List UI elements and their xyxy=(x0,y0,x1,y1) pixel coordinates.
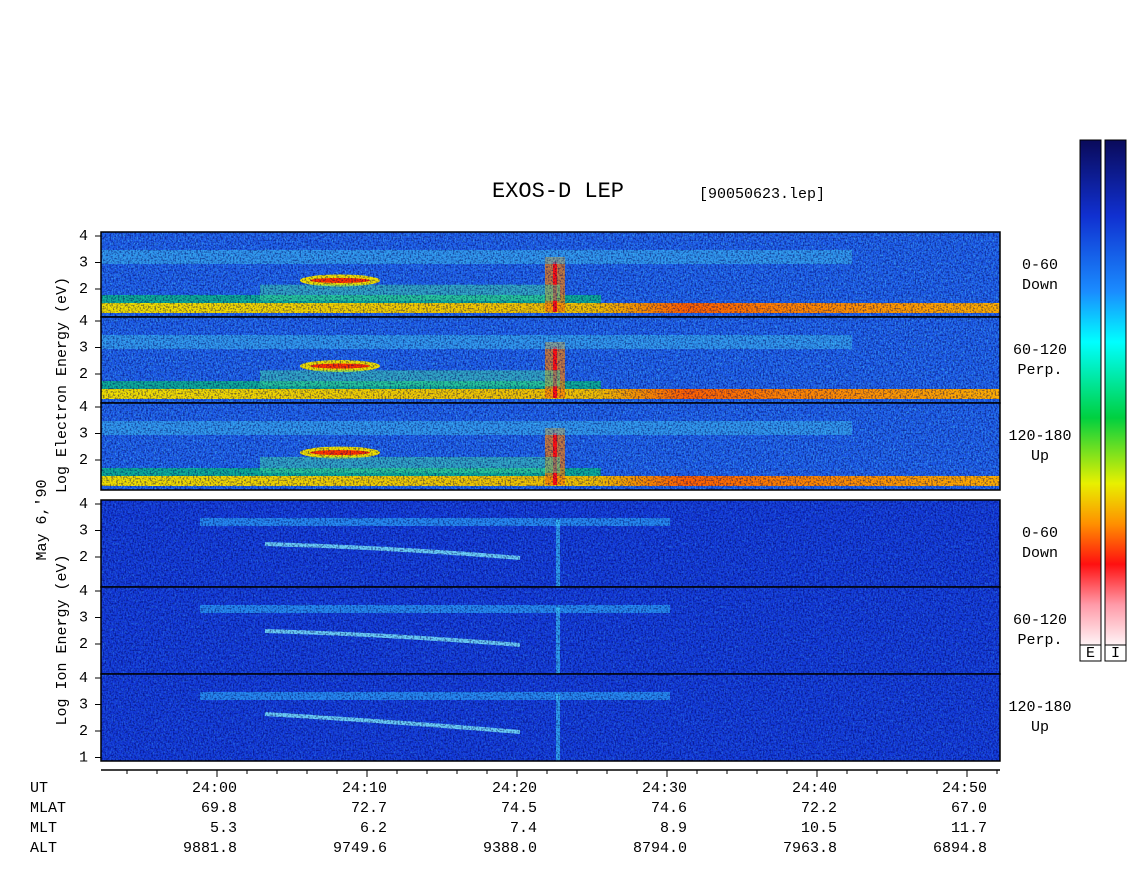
row-value: 7963.8 xyxy=(783,840,837,857)
y-tick-label: 3 xyxy=(79,609,88,626)
panel-label: 120-180 xyxy=(1008,428,1071,445)
electron-axis-label: Log Electron Energy (eV) xyxy=(54,277,71,493)
spectrogram-dots xyxy=(101,674,1000,761)
y-tick-label: 4 xyxy=(79,313,88,330)
panel-sublabel: Down xyxy=(1022,277,1058,294)
panel-label: 120-180 xyxy=(1008,699,1071,716)
spectrogram-panel: 4 3 2 60-120 Perp. xyxy=(79,583,1067,675)
y-tick-label: 2 xyxy=(79,636,88,653)
row-value: 6.2 xyxy=(360,820,387,837)
colorbar xyxy=(1079,139,1102,646)
time-axis: UT 24:00 24:10 24:20 24:30 24:40 24:50 MLAT 69.8… xyxy=(30,769,1000,857)
spectrogram-dots xyxy=(101,317,1000,403)
colorbar-label: I xyxy=(1111,645,1120,662)
row-name: MLAT xyxy=(30,800,66,817)
colorbar-label-box xyxy=(1079,644,1102,662)
panel-label: 0-60 xyxy=(1022,257,1058,274)
panels: 4 3 2 0-60 Down 4 3 2 60-120 Perp. 4 3 2 120-180 Up 4 3 2… xyxy=(79,228,1072,767)
spectrogram-dots xyxy=(101,403,1000,490)
colorbar-label: E xyxy=(1086,645,1095,662)
row-value: 10.5 xyxy=(801,820,837,837)
panel-sublabel: Perp. xyxy=(1017,632,1062,649)
row-value: 8794.0 xyxy=(633,840,687,857)
row-value: 72.2 xyxy=(801,800,837,817)
row-value: 7.4 xyxy=(510,820,537,837)
y-tick-label: 2 xyxy=(79,452,88,469)
spectrogram-dots xyxy=(101,500,1000,587)
panel-frame xyxy=(100,402,1001,491)
row-value: 74.6 xyxy=(651,800,687,817)
spectrogram-panel: 4 3 2 120-180 Up xyxy=(79,399,1072,491)
title: EXOS-D LEP xyxy=(492,179,624,204)
panel-sublabel: Up xyxy=(1031,719,1049,736)
row-value: 8.9 xyxy=(660,820,687,837)
spectrogram-panel: 4 3 2 0-60 Down xyxy=(79,228,1058,318)
spectrogram-panel: 4 3 2 1 120-180 Up xyxy=(79,670,1072,767)
panel-label: 60-120 xyxy=(1013,342,1067,359)
panel-sublabel: Down xyxy=(1022,545,1058,562)
row-value: 6894.8 xyxy=(933,840,987,857)
row-value: 24:30 xyxy=(642,780,687,797)
row-value: 74.5 xyxy=(501,800,537,817)
file-name: [90050623.lep] xyxy=(699,186,825,203)
row-value: 24:00 xyxy=(192,780,237,797)
row-value: 24:40 xyxy=(792,780,837,797)
row-value: 24:20 xyxy=(492,780,537,797)
spectrogram-panel: 4 3 2 0-60 Down xyxy=(79,496,1058,588)
panel-label: 60-120 xyxy=(1013,612,1067,629)
colorbar xyxy=(1104,139,1127,646)
y-tick-label: 4 xyxy=(79,496,88,513)
y-tick-label: 2 xyxy=(79,281,88,298)
row-name: ALT xyxy=(30,840,57,857)
y-tick-label: 3 xyxy=(79,522,88,539)
date-label: May 6,'90 xyxy=(34,479,51,560)
row-value: 67.0 xyxy=(951,800,987,817)
y-tick-label: 3 xyxy=(79,425,88,442)
y-tick-label: 3 xyxy=(79,254,88,271)
y-tick-label: 4 xyxy=(79,583,88,600)
colorbar-label-box xyxy=(1104,644,1127,662)
panel-label: 0-60 xyxy=(1022,525,1058,542)
panel-sublabel: Up xyxy=(1031,448,1049,465)
row-value: 9749.6 xyxy=(333,840,387,857)
spectrogram-dots xyxy=(101,587,1000,674)
y-tick-label: 4 xyxy=(79,670,88,687)
row-value: 24:10 xyxy=(342,780,387,797)
row-value: 11.7 xyxy=(951,820,987,837)
panel-sublabel: Perp. xyxy=(1017,362,1062,379)
y-tick-label: 1 xyxy=(79,749,88,766)
panel-frame xyxy=(100,673,1001,762)
row-name: MLT xyxy=(30,820,57,837)
spectrogram-dots xyxy=(101,232,1000,317)
row-value: 9881.8 xyxy=(183,840,237,857)
row-name: UT xyxy=(30,780,48,797)
row-value: 9388.0 xyxy=(483,840,537,857)
row-value: 69.8 xyxy=(201,800,237,817)
y-tick-label: 3 xyxy=(79,696,88,713)
ion-axis-label: Log Ion Energy (eV) xyxy=(54,554,71,725)
y-tick-label: 3 xyxy=(79,339,88,356)
row-value: 5.3 xyxy=(210,820,237,837)
y-tick-label: 4 xyxy=(79,399,88,416)
y-tick-label: 2 xyxy=(79,366,88,383)
y-tick-label: 2 xyxy=(79,723,88,740)
row-value: 24:50 xyxy=(942,780,987,797)
spectrogram-panel: 4 3 2 60-120 Perp. xyxy=(79,313,1067,404)
row-value: 72.7 xyxy=(351,800,387,817)
y-tick-label: 4 xyxy=(79,228,88,245)
y-tick-label: 2 xyxy=(79,549,88,566)
